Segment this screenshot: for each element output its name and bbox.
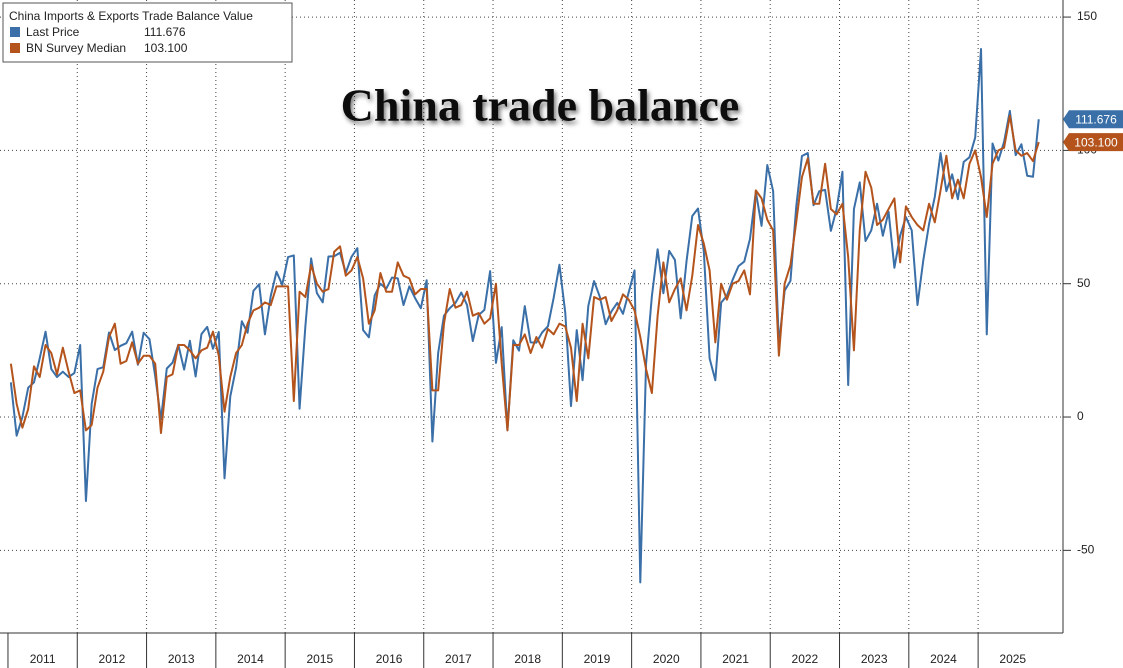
y-tick-label: 50 bbox=[1077, 276, 1091, 290]
legend-title: China Imports & Exports Trade Balance Va… bbox=[9, 9, 253, 23]
y-tick-label: 0 bbox=[1077, 409, 1084, 423]
x-tick-label: 2013 bbox=[168, 652, 195, 666]
x-tick-label: 2019 bbox=[584, 652, 611, 666]
price-tag-label: 111.676 bbox=[1075, 112, 1117, 126]
price-tag bbox=[1069, 133, 1123, 152]
x-tick-label: 2025 bbox=[999, 652, 1026, 666]
price-tag-label: 103.100 bbox=[1074, 135, 1118, 149]
y-tick-label: 150 bbox=[1077, 9, 1097, 23]
price-tags: 111.676 103.100 bbox=[1063, 110, 1123, 152]
grid: 150100500-502011201220132014201520162017… bbox=[0, 0, 1097, 668]
legend-label: Last Price bbox=[26, 25, 80, 39]
x-tick-label: 2020 bbox=[653, 652, 680, 666]
legend-box bbox=[2, 2, 293, 63]
x-tick-label: 2014 bbox=[237, 652, 264, 666]
x-tick-label: 2021 bbox=[722, 652, 749, 666]
x-tick-label: 2024 bbox=[930, 652, 957, 666]
legend: China Imports & Exports Trade Balance Va… bbox=[2, 2, 293, 63]
chart-title: China trade balance bbox=[341, 80, 740, 131]
series-line bbox=[9, 48, 1040, 584]
x-tick-label: 2012 bbox=[99, 652, 126, 666]
x-tick-label: 2023 bbox=[861, 652, 888, 666]
price-tag-pointer bbox=[1063, 133, 1069, 152]
price-tag-pointer bbox=[1063, 110, 1069, 129]
x-tick-label: 2016 bbox=[376, 652, 403, 666]
legend-swatch bbox=[10, 43, 20, 53]
y-tick-label: -50 bbox=[1077, 543, 1095, 557]
price-tag bbox=[1069, 110, 1123, 129]
x-tick-label: 2018 bbox=[514, 652, 541, 666]
legend-swatch bbox=[10, 27, 20, 37]
x-tick-label: 2015 bbox=[306, 652, 333, 666]
legend-value: 103.100 bbox=[144, 41, 188, 55]
x-tick-label: 2017 bbox=[445, 652, 472, 666]
x-tick-label: 2022 bbox=[792, 652, 819, 666]
lines bbox=[9, 48, 1040, 584]
series-line bbox=[9, 114, 1040, 435]
legend-value: 111.676 bbox=[144, 25, 186, 39]
x-tick-label: 2011 bbox=[30, 652, 56, 666]
legend-label: BN Survey Median bbox=[26, 41, 126, 55]
